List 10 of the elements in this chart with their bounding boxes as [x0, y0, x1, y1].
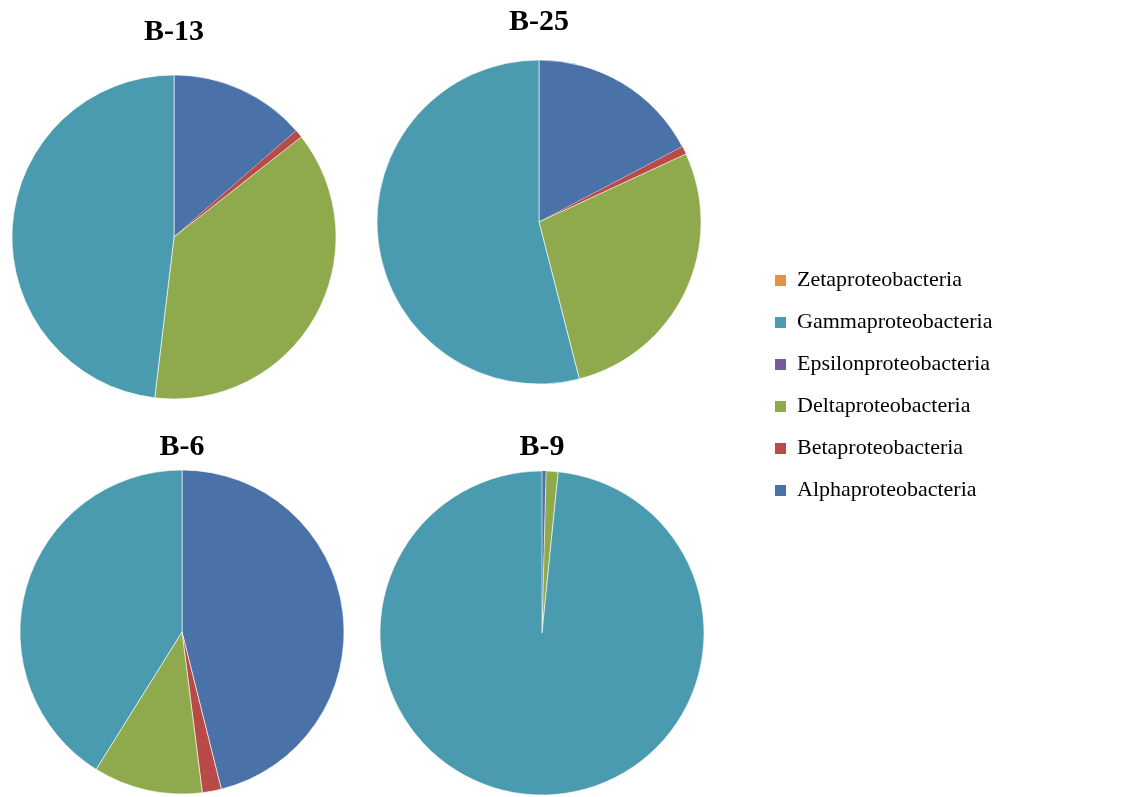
legend-label: Zetaproteobacteria: [797, 266, 963, 291]
chart-title: B-6: [159, 428, 205, 461]
legend-label: Epsilonproteobacteria: [797, 350, 991, 375]
legend-label: Deltaproteobacteria: [797, 392, 971, 417]
chart-title: B-13: [144, 13, 204, 46]
legend-label: Alphaproteobacteria: [797, 476, 977, 501]
chart-title: B-25: [509, 3, 569, 36]
legend-label: Betaproteobacteria: [797, 434, 964, 459]
chart-title: B-9: [519, 428, 565, 461]
legend-label: Gammaproteobacteria: [797, 308, 993, 333]
